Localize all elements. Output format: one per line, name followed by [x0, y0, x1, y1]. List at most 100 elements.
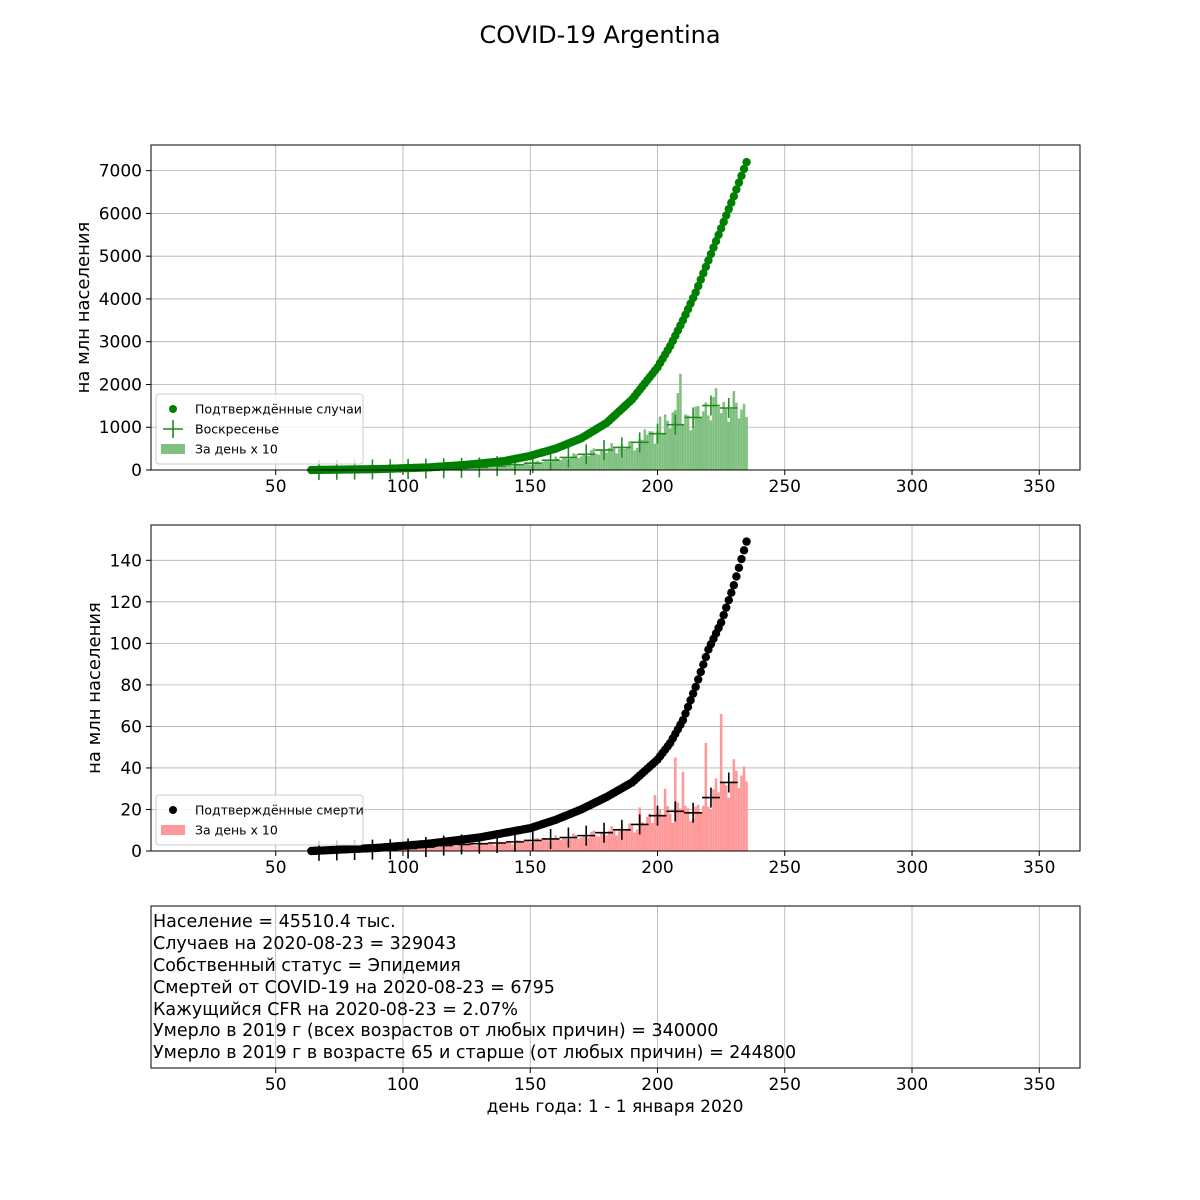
x-tick-label: 150 — [514, 477, 546, 497]
daily-bar — [475, 845, 479, 851]
daily-bar — [707, 806, 710, 851]
cumulative-point — [681, 709, 690, 718]
daily-bar — [600, 832, 603, 851]
daily-bar — [528, 842, 532, 851]
cases-chart-panel: 50 100 150 200 250 300 350 0 1000 2000 3000 4000 500… — [73, 144, 1081, 497]
daily-bar — [671, 412, 675, 470]
daily-bar — [500, 465, 504, 470]
daily-bar — [691, 818, 695, 851]
x-tick-label: 100 — [387, 477, 419, 497]
daily-bar — [623, 831, 626, 851]
daily-bar — [488, 465, 491, 470]
daily-bar — [559, 839, 563, 851]
daily-bar — [689, 820, 692, 851]
daily-bar — [646, 816, 649, 851]
daily-bar — [544, 459, 547, 470]
daily-bar — [475, 467, 479, 470]
daily-bar — [638, 439, 641, 470]
daily-bar — [472, 467, 476, 470]
legend-box — [155, 794, 364, 846]
y-axis-label: на млн населения — [84, 602, 105, 774]
daily-bar — [562, 457, 565, 470]
daily-bar — [704, 402, 708, 470]
y-tick-label: 80 — [120, 676, 142, 696]
daily-bar — [498, 841, 501, 851]
daily-bar — [521, 842, 524, 851]
cumulative-point — [739, 546, 749, 555]
daily-bar — [546, 840, 550, 851]
daily-bar — [635, 829, 639, 851]
daily-bar — [582, 834, 585, 851]
daily-bar — [694, 806, 697, 851]
legend-point-icon — [169, 405, 177, 413]
daily-bar — [551, 459, 555, 470]
daily-bar — [618, 448, 621, 470]
daily-bar — [447, 845, 451, 851]
daily-bar — [521, 464, 524, 470]
daily-bar — [640, 822, 644, 851]
daily-bar — [450, 843, 453, 851]
daily-bar — [579, 837, 583, 851]
daily-bar — [483, 467, 486, 470]
cumulative-point — [694, 675, 703, 684]
x-tick-label: 100 — [387, 858, 419, 878]
daily-bar — [620, 445, 624, 470]
daily-bar — [536, 837, 540, 851]
cumulative-point — [734, 178, 744, 187]
daily-bar — [595, 835, 598, 851]
daily-bar — [592, 830, 596, 851]
daily-bar — [582, 453, 585, 470]
daily-bar — [485, 842, 489, 851]
cumulative-point — [742, 537, 751, 546]
daily-bar — [498, 465, 501, 470]
cumulative-point — [719, 217, 728, 227]
daily-bar — [618, 831, 621, 851]
daily-bar — [717, 792, 720, 851]
info-line: Собственный статус = Эпидемия — [153, 956, 461, 976]
legend-label: За день х 10 — [195, 442, 278, 457]
daily-bar — [722, 401, 725, 470]
daily-bar — [674, 410, 677, 470]
daily-bar — [462, 844, 466, 851]
daily-bar — [457, 845, 461, 851]
daily-bar — [592, 448, 596, 470]
daily-bar — [712, 789, 715, 851]
daily-bar — [661, 433, 664, 470]
daily-bar — [422, 846, 425, 851]
x-tick-label: 250 — [769, 1075, 801, 1095]
y-tick-label: 120 — [110, 593, 142, 613]
cumulative-point — [691, 682, 700, 692]
legend-label: Воскресенье — [195, 422, 279, 437]
daily-bar — [740, 409, 743, 470]
cumulative-point — [727, 588, 736, 597]
info-panel: 50 100 150 200 250 300 350 Население = 45510.4… — [150, 905, 1081, 1117]
y-tick-label: 40 — [120, 759, 142, 779]
cumulative-point — [704, 256, 713, 265]
cumulative-point — [724, 204, 733, 214]
daily-bar — [455, 846, 458, 851]
cumulative-point — [696, 667, 705, 677]
daily-bar — [556, 458, 560, 470]
daily-bar — [511, 844, 514, 851]
daily-bar — [676, 802, 680, 851]
x-tick-label: 50 — [265, 477, 287, 497]
x-tick-label: 300 — [896, 477, 928, 497]
daily-bar — [610, 826, 613, 851]
daily-bar — [597, 836, 601, 851]
daily-bar — [696, 406, 700, 470]
x-tick-label: 150 — [514, 1075, 546, 1095]
daily-bar — [666, 806, 669, 851]
daily-bar — [465, 844, 468, 851]
daily-bar — [518, 840, 522, 851]
daily-bar — [651, 431, 654, 470]
daily-bar — [684, 805, 687, 851]
cumulative-point — [734, 563, 744, 572]
daily-bar — [518, 463, 522, 470]
daily-bar — [503, 465, 507, 470]
daily-bar — [615, 835, 619, 851]
daily-bar — [702, 805, 705, 851]
x-tick-label: 200 — [641, 477, 673, 497]
daily-bar — [658, 416, 662, 470]
y-tick-label: 6000 — [99, 204, 142, 224]
daily-bar — [630, 443, 634, 470]
